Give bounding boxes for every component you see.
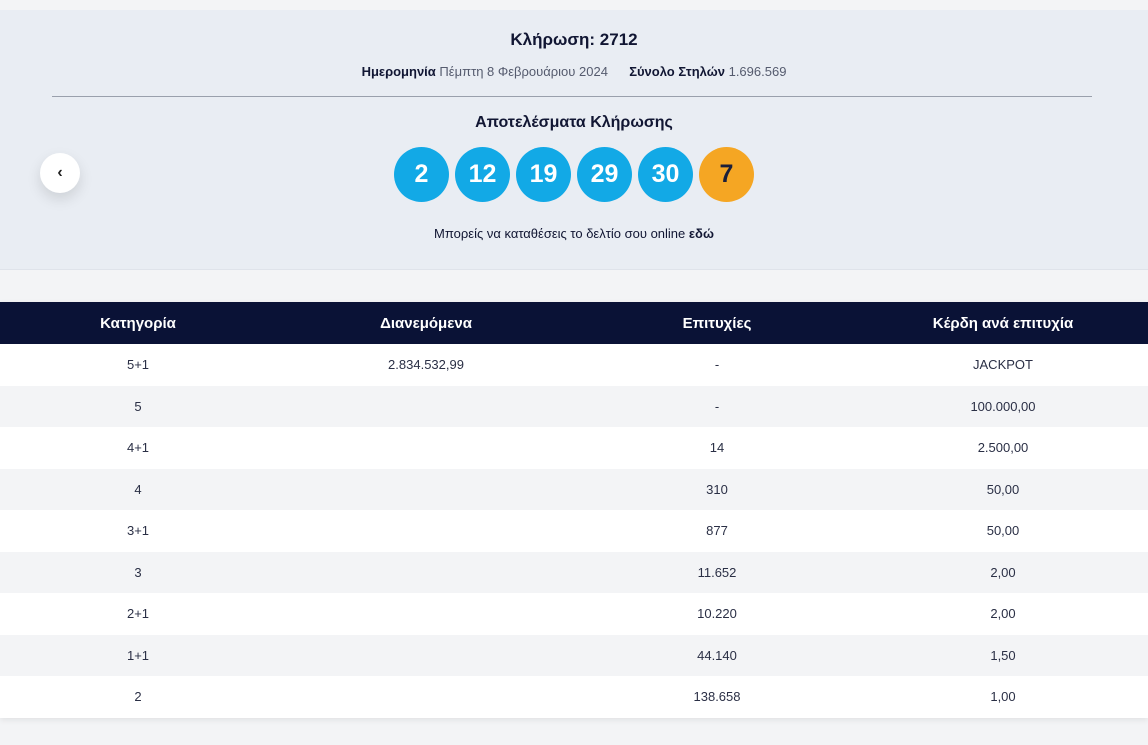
- cell-distributed: [276, 469, 576, 511]
- cell-prize: 50,00: [986, 481, 1020, 497]
- table-row: 1+1 44.140 1,50: [0, 634, 1148, 677]
- cell-prize: 2,00: [990, 564, 1016, 580]
- cell-winners: 14: [709, 440, 725, 456]
- cell-category: 3: [134, 564, 142, 580]
- header-winners: Επιτυχίες: [682, 314, 752, 332]
- cell-distributed: [276, 676, 576, 718]
- cell-category: 4: [134, 481, 142, 497]
- cell-category: 5: [134, 398, 142, 414]
- cell-prize: 1,00: [990, 689, 1016, 705]
- header-distributed: Διανεμόμενα: [380, 314, 472, 332]
- cell-prize: 50,00: [986, 523, 1020, 539]
- cell-distributed: [276, 552, 576, 594]
- online-note: Μπορείς να καταθέσεις το δελτίο σου onli…: [0, 226, 1148, 241]
- table-row: 4+1 14 2.500,00: [0, 427, 1148, 469]
- cell-category: 5+1: [126, 357, 150, 373]
- chevron-left-icon: ‹: [57, 164, 63, 181]
- cell-winners: -: [714, 357, 720, 373]
- online-link[interactable]: εδώ: [688, 226, 714, 241]
- cell-winners: 44.140: [697, 647, 737, 663]
- cell-category: 3+1: [126, 523, 150, 539]
- online-text: Μπορείς να καταθέσεις το δελτίο σου onli…: [434, 226, 689, 241]
- cell-winners: 877: [706, 523, 728, 539]
- divider: [52, 96, 1092, 97]
- cell-category: 1+1: [126, 647, 150, 663]
- date-value: Πέμπτη 8 Φεβρουάριου 2024: [439, 64, 608, 79]
- results-title: Αποτελέσματα Κλήρωσης: [475, 114, 673, 131]
- number-ball: 12: [455, 147, 510, 202]
- number-ball: 29: [577, 147, 632, 202]
- table-row: 3+1 877 50,00: [0, 510, 1148, 552]
- draw-meta: Ημερομηνία Πέμπτη 8 Φεβρουάριου 2024 Σύν…: [0, 64, 1148, 79]
- previous-draw-button[interactable]: ‹: [40, 153, 80, 193]
- prize-table: Κατηγορία Διανεμόμενα Επιτυχίες Κέρδη αν…: [0, 302, 1148, 718]
- cell-winners: 11.652: [697, 564, 737, 580]
- columns-label: Σύνολο Στηλών: [629, 64, 725, 79]
- cell-prize: 2,00: [990, 606, 1016, 622]
- number-ball: 30: [638, 147, 693, 202]
- draw-panel: Κλήρωση: 2712 Ημερομηνία Πέμπτη 8 Φεβρου…: [0, 10, 1148, 270]
- table-row: 2+1 10.220 2,00: [0, 593, 1148, 635]
- cell-prize: 2.500,00: [977, 440, 1029, 456]
- table-row: 3 11.652 2,00: [0, 551, 1148, 594]
- header-category: Κατηγορία: [100, 314, 176, 332]
- cell-distributed: [276, 593, 576, 635]
- columns-value: 1.696.569: [728, 64, 787, 79]
- cell-distributed: [276, 510, 576, 552]
- table-row: 5 - 100.000,00: [0, 385, 1148, 428]
- table-row: 5+1 2.834.532,99 - JACKPOT: [0, 344, 1148, 386]
- table-row: 4 310 50,00: [0, 468, 1148, 511]
- draw-title: Κλήρωση: 2712: [510, 30, 638, 49]
- cell-prize: 100.000,00: [970, 398, 1036, 414]
- table-header-row: Κατηγορία Διανεμόμενα Επιτυχίες Κέρδη αν…: [0, 302, 1148, 344]
- cell-prize: JACKPOT: [973, 357, 1033, 373]
- cell-category: 2: [134, 689, 142, 705]
- cell-distributed: [276, 386, 576, 428]
- header-prize-per-winner: Κέρδη ανά επιτυχία: [932, 314, 1074, 332]
- cell-category: 2+1: [126, 606, 150, 622]
- cell-winners: -: [714, 398, 720, 414]
- winning-numbers: 2 12 19 29 30 7: [0, 147, 1148, 202]
- cell-winners: 138.658: [693, 689, 741, 705]
- number-ball: 19: [516, 147, 571, 202]
- cell-distributed: [276, 635, 576, 677]
- cell-winners: 10.220: [697, 606, 737, 622]
- table-row: 2 138.658 1,00: [0, 676, 1148, 718]
- cell-prize: 1,50: [990, 647, 1016, 663]
- cell-distributed: [276, 427, 576, 469]
- cell-category: 4+1: [126, 440, 150, 456]
- cell-winners: 310: [706, 481, 728, 497]
- cell-distributed: 2.834.532,99: [388, 357, 464, 373]
- bonus-ball: 7: [699, 147, 754, 202]
- number-ball: 2: [394, 147, 449, 202]
- date-label: Ημερομηνία: [361, 64, 436, 79]
